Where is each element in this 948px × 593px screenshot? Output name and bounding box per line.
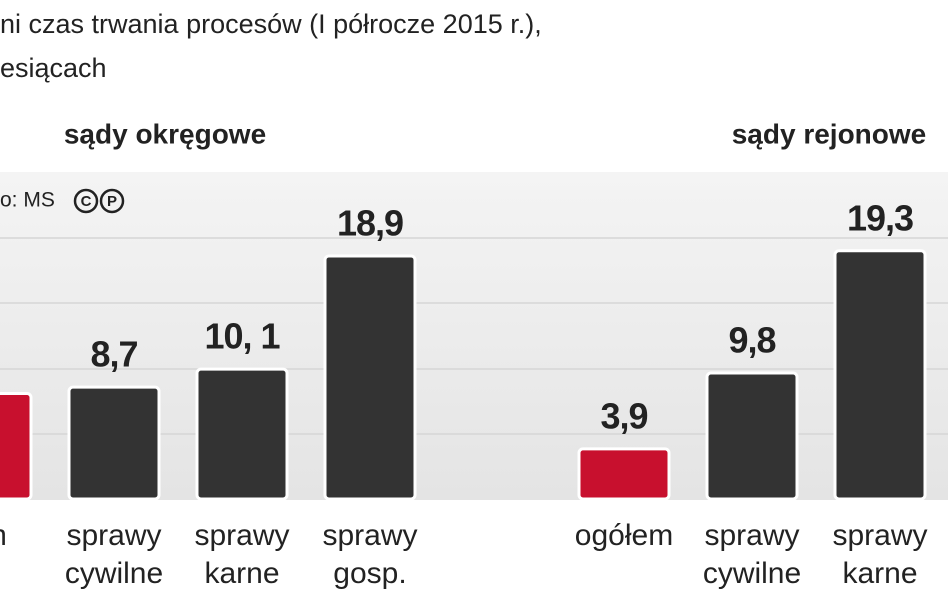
icon-letter: P [107, 193, 117, 210]
category-label: sprawy karne [832, 519, 927, 590]
category-label: sprawy gosp. [322, 519, 417, 590]
value-label: 8,7 [90, 334, 137, 375]
bar [323, 254, 417, 501]
category-label: sprawy cywilne [65, 519, 163, 590]
value-label: 3,9 [600, 395, 647, 436]
group-title: sądy okręgowe [64, 118, 266, 149]
group-title: sądy rejonowe [732, 118, 927, 149]
bar [833, 249, 927, 501]
category-label: sprawy cywilne [703, 519, 801, 590]
category-label: sprawy karne [194, 519, 289, 590]
source: o: MS [0, 189, 55, 212]
value-label: 19,3 [847, 197, 913, 238]
bar [0, 392, 33, 501]
category-label: em [0, 519, 7, 552]
value-label: 18,9 [337, 202, 403, 243]
value-label: 9,8 [728, 319, 775, 360]
chart-title: ni czas trwania procesów (I półrocze 201… [0, 9, 542, 39]
bar [705, 371, 799, 501]
bar [195, 367, 289, 501]
value-label: 10, 1 [204, 316, 280, 357]
bar [67, 385, 161, 501]
chart-subtitle: esiącach [0, 53, 107, 83]
category-label: ogółem [575, 519, 673, 552]
license-icons: C P [73, 188, 125, 214]
bar [577, 447, 671, 501]
icon-letter: C [81, 193, 92, 210]
